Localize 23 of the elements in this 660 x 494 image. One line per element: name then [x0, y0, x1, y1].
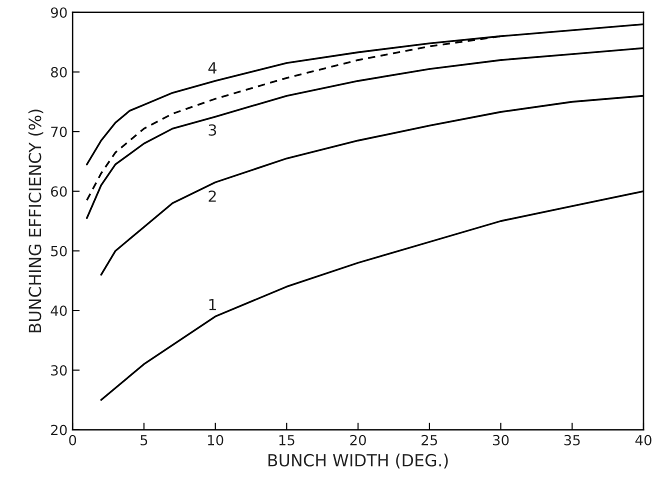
y-tick-label: 60: [51, 186, 67, 197]
x-tick-label: 5: [140, 435, 148, 446]
y-tick-label: 80: [51, 66, 67, 78]
y-tick-label: 20: [51, 424, 67, 436]
series-label: 2: [208, 190, 216, 202]
y-tick-label: 30: [51, 365, 67, 376]
x-axis-title: BUNCH WIDTH (DEG.): [268, 454, 448, 468]
y-tick-label: 70: [51, 126, 67, 138]
series-label: 3: [208, 124, 216, 136]
series-label: 1: [209, 298, 216, 310]
x-tick-label: 10: [208, 434, 224, 446]
x-tick-label: 35: [564, 434, 580, 446]
x-tick-label: 20: [350, 434, 366, 446]
y-axis-title: BUNCHING EFFICIENCY (%): [28, 110, 44, 332]
y-tick-label: 90: [50, 7, 67, 18]
x-tick-label: 40: [635, 434, 652, 446]
y-tick-label: 40: [50, 305, 67, 316]
x-tick-label: 30: [492, 434, 509, 446]
x-tick-label: 15: [279, 435, 294, 446]
y-tick-label: 50: [51, 246, 67, 256]
series-label: 4: [208, 62, 216, 74]
x-tick-label: 0: [69, 434, 76, 446]
x-tick-label: 25: [422, 434, 438, 446]
